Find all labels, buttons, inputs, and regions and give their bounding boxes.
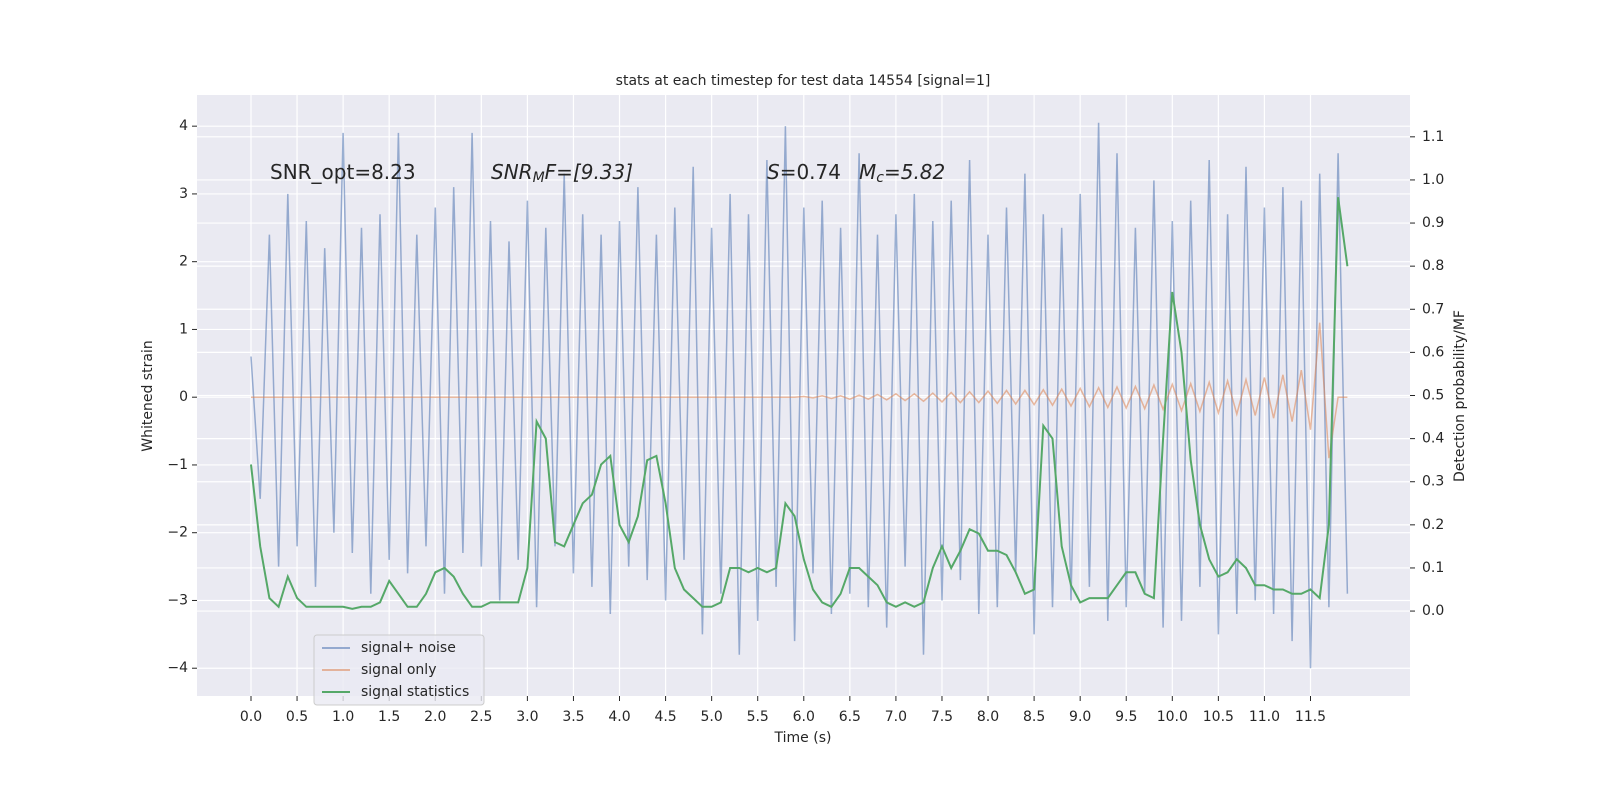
y-tick-label: −3: [167, 592, 188, 608]
legend-box: [313, 634, 485, 706]
x-tick-label: 0.0: [240, 709, 262, 725]
x-tick-label: 10.0: [1157, 709, 1188, 725]
x-tick-label: 4.5: [654, 709, 676, 725]
legend: signal+ noise signal only signal statistic…: [313, 634, 485, 706]
annotation-part: S: [767, 160, 780, 184]
x-tick-label: 0.5: [286, 709, 308, 725]
x-tick-label: 7.0: [885, 709, 907, 725]
x-tick-label: 8.5: [1023, 709, 1045, 725]
annotation-part: SNR: [491, 160, 533, 184]
x-tick-label: 8.0: [977, 709, 999, 725]
annotation-part: =5.82: [884, 160, 945, 184]
x-tick-label: 11.5: [1295, 709, 1326, 725]
y-tick-label: 3: [179, 186, 188, 202]
chart-title: stats at each timestep for test data 145…: [616, 73, 991, 89]
annotation-part: SNR_opt=8.23: [270, 160, 416, 184]
annotation-part: F=[9.33]: [545, 160, 633, 184]
x-axis-label: Time (s): [774, 730, 832, 746]
x-tick-label: 7.5: [931, 709, 953, 725]
y-tick-label: 2: [179, 254, 188, 270]
y2-tick-label: 0.2: [1422, 517, 1444, 533]
y2-axis-label: Detection probability/MF: [1452, 310, 1468, 482]
x-tick-label: 3.0: [516, 709, 538, 725]
annotation-sub: c: [876, 170, 884, 186]
y-tick-label: 1: [179, 321, 188, 337]
x-tick-label: 11.0: [1249, 709, 1280, 725]
y2-tick-label: 0.1: [1422, 560, 1444, 576]
x-tick-label: 6.0: [793, 709, 815, 725]
annotation-part: M: [859, 160, 876, 184]
x-tick-label: 3.5: [562, 709, 584, 725]
x-tick-label: 6.5: [839, 709, 861, 725]
annotation: SNRMF=[9.33]: [491, 160, 633, 187]
x-tick-label: 1.0: [332, 709, 354, 725]
annotation-part: =0.74: [780, 160, 841, 184]
y2-tick-label: 1.0: [1422, 172, 1444, 188]
y2-tick-label: 0.9: [1422, 215, 1444, 231]
annotation-sub: M: [533, 170, 545, 186]
y-tick-label: −1: [167, 457, 188, 473]
x-tick-label: 9.0: [1069, 709, 1091, 725]
x-tick-label: 2.5: [470, 709, 492, 725]
x-tick-label: 2.0: [424, 709, 446, 725]
y2-tick-label: 0.6: [1422, 344, 1444, 360]
legend-label: signal only: [361, 662, 436, 678]
x-tick-label: 10.5: [1203, 709, 1234, 725]
annotation: Mc=5.82: [859, 160, 945, 187]
x-tick-label: 5.0: [701, 709, 723, 725]
y-tick-label: −4: [167, 660, 188, 676]
x-tick-label: 9.5: [1115, 709, 1137, 725]
series-line: [250, 197, 1349, 610]
x-tick-label: 5.5: [747, 709, 769, 725]
y2-tick-label: 0.4: [1422, 431, 1444, 447]
x-tick-label: 4.0: [608, 709, 630, 725]
legend-label: signal+ noise: [361, 640, 456, 656]
y-tick-label: 4: [179, 118, 188, 134]
series-line: [250, 122, 1349, 669]
annotation: S=0.74: [767, 160, 841, 184]
x-tick-label: 1.5: [378, 709, 400, 725]
y-axis-label: Whitened strain: [140, 340, 156, 451]
y2-tick-label: 0.5: [1422, 388, 1444, 404]
y2-tick-label: 0.8: [1422, 258, 1444, 274]
y2-tick-label: 0.7: [1422, 301, 1444, 317]
annotation: SNR_opt=8.23: [270, 160, 416, 184]
y-tick-label: 0: [179, 389, 188, 405]
y2-tick-label: 1.1: [1422, 129, 1444, 145]
y2-tick-label: 0.0: [1422, 603, 1444, 619]
legend-label: signal statistics: [361, 684, 469, 700]
y-tick-label: −2: [167, 525, 188, 541]
y2-tick-label: 0.3: [1422, 474, 1444, 490]
